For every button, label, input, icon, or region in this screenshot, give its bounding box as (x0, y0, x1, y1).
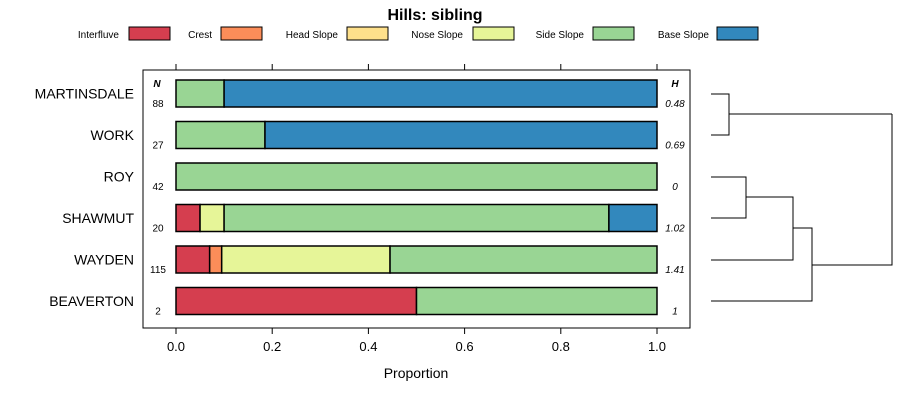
bar-segment-interfluve (175, 245, 211, 274)
bar-row-roy: ROY 42 0 (104, 162, 678, 193)
x-tick-label: 0.4 (359, 339, 377, 354)
legend-label-side-slope: Side Slope (536, 30, 585, 41)
h-value: 0.48 (665, 99, 685, 110)
bar-segment-side-slope (223, 203, 610, 233)
dendrogram-merge-roy-shawmut (711, 176, 747, 219)
legend-label-interfluve: Interfluve (78, 30, 120, 41)
dendrogram (711, 93, 893, 302)
chart-title: Hills: sibling (387, 7, 482, 24)
plot-frame (142, 69, 691, 329)
h-value: 1.41 (665, 265, 684, 276)
x-tick-label: 1.0 (648, 339, 666, 354)
legend-swatch-nose-slope (472, 26, 515, 41)
legend-swatch-interfluve (128, 26, 171, 41)
row-label: WORK (90, 127, 134, 143)
bar-row-wayden: WAYDEN 115 1.41 (74, 245, 685, 276)
bar-row-martinsdale: MARTINSDALE 88 0.48 (35, 79, 685, 110)
legend-swatch-head-slope (346, 26, 389, 41)
legend-label-base-slope: Base Slope (658, 30, 710, 41)
legend-label-crest: Crest (188, 30, 212, 41)
n-value: 20 (152, 224, 164, 235)
legend-label-head-slope: Head Slope (286, 30, 339, 41)
n-value: 115 (150, 265, 166, 276)
h-value: 0 (672, 182, 678, 193)
x-tick-label: 0.0 (167, 339, 185, 354)
legend-label-nose-slope: Nose Slope (411, 30, 463, 41)
dendrogram-merge-root (812, 114, 893, 266)
legend: Interfluve Crest Head Slope Nose Slope Side … (78, 26, 759, 41)
x-axis: 0.0 0.2 0.4 0.6 0.8 1.0 (167, 64, 666, 354)
bar-row-shawmut: SHAWMUT 20 1.02 (62, 203, 685, 235)
bar-segment-side-slope (175, 120, 266, 150)
bar-segment-base-slope (223, 79, 658, 108)
bar-segment-nose-slope (199, 203, 225, 233)
bar-row-beaverton: BEAVERTON 2 1 (49, 286, 678, 318)
h-header: H (671, 79, 679, 90)
legend-swatch-crest (220, 26, 263, 41)
bar-segment-interfluve (175, 286, 418, 316)
bar-segment-base-slope (608, 203, 658, 233)
bar-segment-crest (208, 245, 223, 274)
row-label: ROY (104, 169, 135, 185)
legend-swatch-side-slope (592, 26, 635, 41)
n-value: 27 (152, 141, 164, 152)
bar-segment-base-slope (264, 120, 658, 150)
row-label: MARTINSDALE (35, 86, 134, 102)
bar-row-work: WORK 27 0.69 (90, 120, 685, 152)
legend-swatch-base-slope (716, 26, 759, 41)
n-value: 42 (152, 182, 164, 193)
x-tick-label: 0.6 (456, 339, 474, 354)
n-value: 2 (155, 307, 161, 318)
dendrogram-merge-martinsdale-work (711, 93, 892, 136)
n-header: N (153, 79, 161, 90)
bar-segment-side-slope (415, 286, 658, 316)
dendrogram-merge-wayden (711, 196, 794, 261)
x-axis-label: Proportion (384, 365, 449, 381)
dendrogram-merge-beaverton (711, 227, 813, 302)
h-value: 1.02 (665, 224, 685, 235)
h-value: 1 (672, 307, 678, 318)
h-value: 0.69 (665, 141, 685, 152)
bar-segment-side-slope (389, 245, 658, 274)
row-label: WAYDEN (74, 252, 134, 268)
bar-segment-side-slope (175, 162, 658, 191)
x-tick-label: 0.2 (263, 339, 281, 354)
row-label: SHAWMUT (62, 210, 134, 226)
bar-segment-nose-slope (220, 245, 391, 274)
bar-rows: MARTINSDALE 88 0.48 WORK 27 0.69 ROY 42 0 SHAWMUT… (35, 79, 685, 318)
bar-segment-side-slope (175, 79, 225, 108)
n-value: 88 (152, 99, 164, 110)
row-label: BEAVERTON (49, 293, 134, 309)
bar-segment-interfluve (175, 203, 201, 233)
x-tick-label: 0.8 (552, 339, 570, 354)
